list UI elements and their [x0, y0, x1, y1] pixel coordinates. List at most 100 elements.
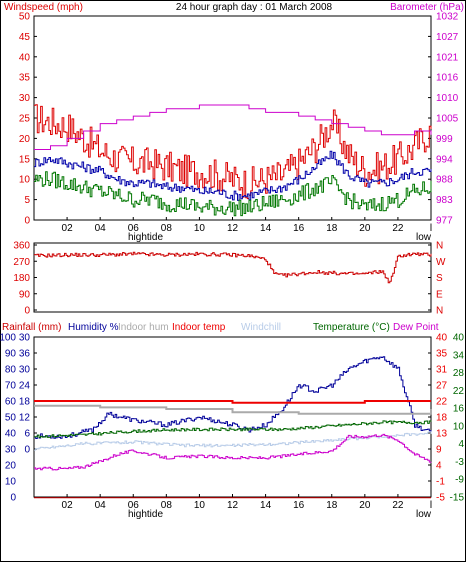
panel3-x-tick-label: 22: [392, 500, 404, 511]
panel3-series: [34, 356, 432, 499]
panel3-x-tick-label: 04: [95, 500, 107, 511]
temperature-axis-tick-label: 18: [436, 413, 448, 424]
rainfall-axis-tick-label: 24: [19, 381, 31, 392]
panel1-x-ticks: 02 04 06 08 10 12 14 16 18 20 22 l: [62, 217, 432, 234]
panel3-temp-ticks: 40 35 31 27 22 18 13 9 4 -1 -5: [428, 333, 448, 504]
rainfall-label: Rainfall (mm): [2, 322, 61, 333]
dewpoint-axis-tick-label: -3: [455, 457, 464, 468]
panel1-x-tick-label: 02: [62, 223, 74, 234]
panel3-x-tick-label: 12: [227, 500, 239, 511]
panel1-low-label: low: [416, 232, 432, 243]
windspeed-axis-tick-label: 35: [19, 73, 31, 84]
humidity-axis-tick-label: 50: [5, 413, 17, 424]
barometer-axis-tick-label: 999: [436, 134, 453, 145]
panel3-x-tick-label: 16: [293, 500, 305, 511]
panel1-x-tick-label: 22: [392, 223, 404, 234]
barometer-axis-tick-label: 977: [436, 216, 453, 227]
indoor_hum-series: [34, 404, 432, 415]
windspeed-axis-tick-label: 5: [24, 195, 30, 206]
rainfall-axis-tick-label: 30: [19, 333, 31, 344]
temperature-axis-tick-label: 27: [436, 381, 448, 392]
dewpoint-axis-tick-label: 40: [453, 333, 465, 344]
humidity-axis-tick-label: 30: [5, 445, 17, 456]
panel1-plot-area: [33, 15, 432, 221]
windspeed-axis-tick-label: 20: [19, 134, 31, 145]
wind-direction-series: [34, 251, 432, 284]
panel1-x-tick-label: 08: [161, 223, 173, 234]
panel1-right-ticks: 1032 1027 1021 1016 1010 1005 999 994 988 983 977: [428, 12, 459, 227]
rainfall-axis-tick-label: 6: [24, 429, 30, 440]
windspeed-axis-tick-label: 15: [19, 154, 31, 165]
panel1-x-tick-label: 16: [293, 223, 305, 234]
panel3-dewpoint-ticks: 40 34 28 22 16 10 4 -3 -9 -15: [450, 333, 465, 504]
direction-axis-tick-label: 270: [13, 257, 30, 268]
panel2-left-ticks: 360 270 180 90 0: [13, 241, 37, 317]
barometer-axis-tick-label: 1021: [436, 52, 459, 63]
panel1-x-tick-label: 12: [227, 223, 239, 234]
windspeed-axis-tick-label: 45: [19, 32, 31, 43]
barometer-axis-label: Barometer (hPa): [390, 2, 464, 13]
panel1-x-tick-label: 06: [128, 223, 140, 234]
indoor_temp-series: [34, 400, 431, 404]
humidity-label: Humidity %: [68, 322, 119, 333]
panel3-low-label: low: [416, 509, 432, 520]
dew-point-label: Dew Point: [393, 322, 439, 333]
windchill-label: Windchill: [241, 322, 281, 333]
dewpoint-axis-tick-label: 22: [453, 386, 465, 397]
compass-axis-tick-label: S: [436, 273, 443, 284]
indoor-hum-label: Indoor hum: [118, 322, 169, 333]
dew_point-series: [34, 433, 432, 471]
dewpoint-axis-tick-label: 16: [453, 404, 465, 415]
panel1-x-tick-label: 14: [260, 223, 272, 234]
humidity-series: [34, 356, 432, 439]
dewpoint-axis-tick-label: 10: [453, 421, 465, 432]
temperature-series: [34, 420, 432, 438]
indoor-temp-label: Indoor temp: [172, 322, 226, 333]
barometer-axis-tick-label: 1016: [436, 73, 459, 84]
panel3-x-tick-label: 10: [194, 500, 206, 511]
rainfall-axis-tick-label: 18: [19, 397, 31, 408]
dewpoint-axis-tick-label: 34: [453, 350, 465, 361]
panel1-x-tick-label: 20: [359, 223, 371, 234]
windspeed-axis-tick-label: 25: [19, 114, 31, 125]
dewpoint-axis-tick-label: -9: [455, 475, 464, 486]
avg-series: [34, 150, 432, 201]
rainfall-axis-tick-label: 36: [19, 349, 31, 360]
wind_low-series: [34, 171, 432, 217]
barometer-series: [34, 104, 432, 150]
temperature-axis-tick-label: -5: [436, 493, 445, 504]
panel2-series: [34, 251, 432, 284]
temperature-axis-tick-label: 4: [436, 461, 442, 472]
humidity-axis-tick-label: 70: [5, 381, 17, 392]
windspeed-axis-tick-label: 0: [24, 216, 30, 227]
panel1-series: [34, 104, 432, 217]
barometer-axis-tick-label: 1027: [436, 32, 459, 43]
temperature-axis-tick-label: 9: [436, 445, 442, 456]
humidity-axis-tick-label: 20: [5, 461, 17, 472]
panel1-hightide-label: hightide: [128, 232, 163, 243]
panel3-x-ticks: 02 04 06 08 10 12 14 16 18 20 22 l: [62, 494, 432, 511]
humidity-axis-tick-label: 80: [5, 365, 17, 376]
direction-axis-tick-label: 360: [13, 241, 30, 252]
barometer-axis-tick-label: 1005: [436, 114, 459, 125]
windchill-series: [34, 431, 432, 451]
compass-axis-tick-label: W: [436, 257, 446, 268]
panel3-x-tick-label: 06: [128, 500, 140, 511]
gust-series: [34, 104, 432, 200]
barometer-axis-tick-label: 1032: [436, 12, 459, 23]
rainfall-axis-tick-label: 30: [19, 365, 31, 376]
panel3-rainfall-ticks: 30 36 30 24 18 12 6 0: [19, 333, 37, 456]
panel3-x-tick-label: 14: [260, 500, 272, 511]
windspeed-axis-tick-label: 10: [19, 175, 31, 186]
temperature-axis-tick-label: 31: [436, 365, 448, 376]
temperature-axis-tick-label: 35: [436, 349, 448, 360]
humidity-axis-tick-label: 90: [5, 349, 17, 360]
direction-axis-tick-label: 90: [19, 289, 31, 300]
compass-axis-tick-label: N: [436, 241, 443, 252]
temperature-axis-tick-label: 40: [436, 333, 448, 344]
direction-axis-tick-label: 180: [13, 273, 30, 284]
windspeed-axis-tick-label: 30: [19, 93, 31, 104]
panel3-x-tick-label: l: [430, 500, 432, 511]
